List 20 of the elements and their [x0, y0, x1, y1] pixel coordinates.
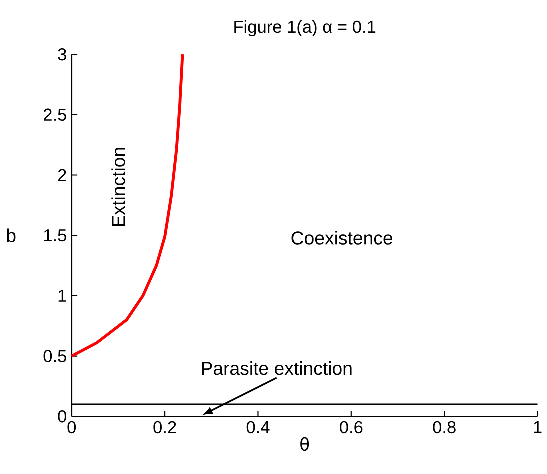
chart-title: Figure 1(a) α = 0.1	[234, 20, 376, 37]
x-tick-label: 0.8	[433, 421, 456, 434]
y-tick-label: 1	[58, 290, 66, 302]
y-tick-label: 2	[58, 169, 66, 182]
x-tick-label: 0	[68, 421, 76, 434]
y-tick-label: 0.5	[44, 350, 66, 362]
line-series	[70, 53, 184, 358]
x-axis-title: θ	[300, 437, 310, 452]
x-tick-label: 0.6	[340, 421, 363, 434]
x-tick-label: 0.2	[154, 421, 176, 434]
y-tick-label: 1.5	[44, 230, 66, 242]
y-tick-label: 2.5	[44, 108, 66, 122]
y-tick-label: 0	[58, 410, 67, 423]
annotation: Coexistence	[292, 231, 393, 245]
x-tick-label: 1	[534, 421, 542, 434]
y-tick-label: 3	[58, 48, 66, 61]
annotation: Parasite extinction	[202, 362, 352, 376]
y-axis-title: b	[7, 228, 16, 243]
x-tick-label: 0.4	[246, 421, 270, 434]
annotation: Extinction	[112, 148, 126, 226]
